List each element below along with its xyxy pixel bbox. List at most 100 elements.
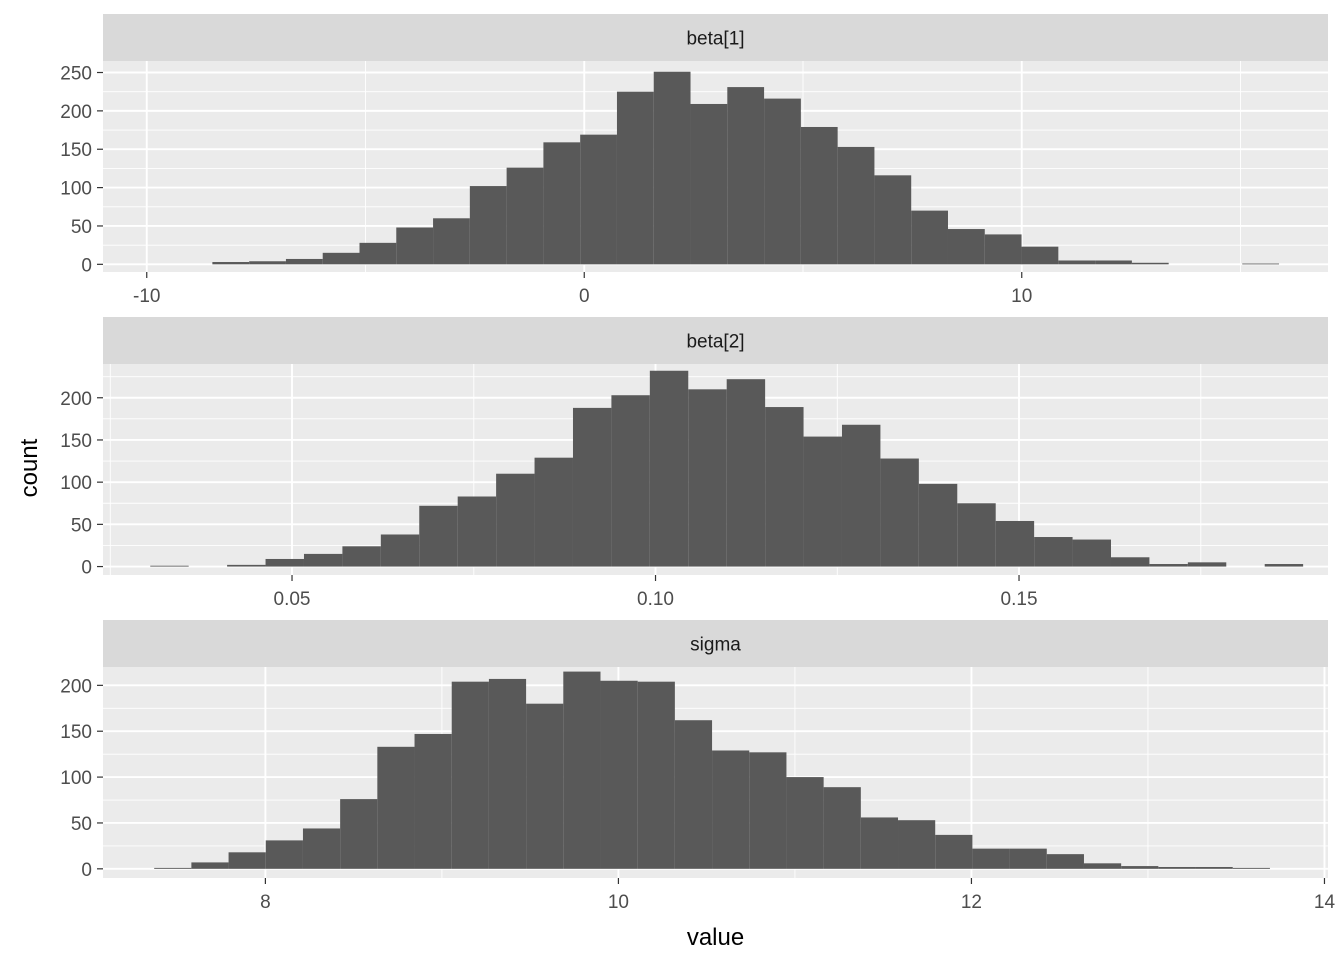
- histogram-bar: [543, 142, 581, 265]
- histogram-bar: [611, 395, 650, 567]
- histogram-bar: [322, 252, 360, 265]
- histogram-bar: [911, 210, 948, 265]
- histogram-bar: [880, 458, 919, 567]
- histogram-bar: [506, 167, 544, 265]
- y-tick-label: 100: [60, 473, 92, 494]
- histogram-bar: [359, 242, 397, 265]
- histogram-bar: [563, 671, 601, 869]
- histogram-bar: [837, 146, 875, 265]
- facet-panel-3: sigma 0 50 100 150 200 8 10 12 14: [60, 620, 1335, 913]
- x-tick-label: 8: [260, 892, 271, 913]
- histogram-bar: [1121, 866, 1159, 869]
- histogram-bar: [727, 87, 765, 265]
- histogram-bar: [496, 473, 535, 567]
- histogram-bar: [637, 681, 675, 869]
- histogram-bar: [874, 175, 912, 265]
- histogram-bar: [712, 750, 750, 869]
- x-tick-label: -10: [133, 286, 160, 307]
- y-axis-title: count: [16, 438, 43, 497]
- histogram-bar: [1021, 246, 1059, 265]
- x-tick-label: 12: [961, 892, 982, 913]
- y-tick-label: 200: [60, 102, 92, 123]
- histogram-bar: [265, 840, 303, 869]
- histogram-bar: [918, 483, 958, 567]
- histogram-bar: [898, 820, 936, 869]
- histogram-bar: [342, 546, 381, 567]
- y-tick-label: 0: [81, 860, 92, 881]
- histogram-bar: [1058, 260, 1096, 265]
- histogram-bar: [150, 565, 189, 567]
- histogram-bar: [572, 407, 612, 567]
- histogram-bar: [1083, 863, 1122, 869]
- histogram-bar: [616, 91, 654, 265]
- x-tick-label: 0: [579, 286, 590, 307]
- y-tick-label: 200: [60, 676, 92, 697]
- histogram-bar: [764, 98, 801, 265]
- histogram-bar: [303, 553, 343, 567]
- histogram-bar: [935, 834, 973, 869]
- histogram-bar: [380, 534, 420, 567]
- histogram-bar: [690, 103, 728, 265]
- histogram-bar: [1131, 262, 1169, 265]
- y-tick-label: 0: [81, 558, 92, 579]
- histogram-bar: [212, 262, 250, 265]
- histogram-bar: [265, 558, 304, 567]
- y-tick-label: 200: [60, 389, 92, 410]
- x-tick-label: 0.05: [274, 589, 311, 610]
- histogram-bar: [1034, 537, 1073, 567]
- histogram-bar: [688, 389, 727, 567]
- x-tick-label: 10: [1011, 286, 1032, 307]
- histogram-bar: [786, 777, 824, 869]
- x-tick-label: 10: [608, 892, 629, 913]
- histogram-bar: [1264, 564, 1304, 567]
- histogram-bar: [191, 862, 229, 869]
- facet-panel-1: beta[1] 0 50 100 150 200 250 -10 0 10: [60, 14, 1328, 307]
- facet-panel-2: beta[2] 0 50 100 150 200 0.05 0.10 0.15: [60, 317, 1328, 610]
- histogram-bar: [451, 681, 489, 869]
- histogram-bar: [526, 703, 564, 869]
- histogram-bar: [534, 457, 573, 567]
- y-tick-label: 100: [60, 768, 92, 789]
- histogram-bar: [249, 261, 286, 265]
- histogram-bar: [340, 799, 378, 869]
- y-tick-label: 100: [60, 179, 92, 200]
- histogram-bar: [674, 720, 713, 869]
- facet-strip: [103, 317, 1328, 364]
- histogram-bar: [803, 436, 842, 567]
- histogram-bar: [1242, 263, 1280, 265]
- y-tick-label: 150: [60, 140, 92, 161]
- facet-strip-label: beta[1]: [686, 29, 744, 50]
- histogram-bar: [749, 752, 787, 869]
- histogram-bar: [154, 867, 192, 869]
- x-axis-title: value: [687, 924, 744, 951]
- histogram-bar: [1095, 260, 1132, 265]
- facet-strip: [103, 620, 1328, 667]
- histogram-bar: [765, 407, 804, 567]
- histogram-bar: [957, 503, 996, 567]
- histogram-bar: [302, 828, 341, 869]
- histogram-bar: [285, 258, 323, 265]
- histogram-bar: [972, 848, 1010, 869]
- y-tick-label: 50: [71, 217, 92, 238]
- histogram-bar: [860, 817, 899, 869]
- histogram-bar: [1158, 866, 1196, 869]
- facet-strip-label: sigma: [690, 635, 741, 656]
- histogram-bar: [1046, 854, 1084, 869]
- histogram-bar: [841, 424, 881, 567]
- y-tick-label: 250: [60, 64, 92, 85]
- y-tick-label: 150: [60, 431, 92, 452]
- histogram-bar: [984, 234, 1022, 265]
- histogram-bar: [653, 71, 691, 265]
- histogram-bar: [433, 218, 470, 265]
- histogram-bar: [457, 496, 497, 567]
- x-tick-label: 14: [1314, 892, 1336, 913]
- y-tick-label: 50: [71, 515, 92, 536]
- y-tick-label: 50: [71, 814, 92, 835]
- histogram-bar: [488, 678, 527, 869]
- histogram-bar: [419, 505, 458, 567]
- x-tick-label: 0.15: [1001, 589, 1038, 610]
- histogram-bar: [995, 520, 1035, 567]
- histogram-bar: [396, 227, 434, 265]
- histogram-bar: [800, 126, 838, 265]
- x-tick-label: 0.10: [637, 589, 674, 610]
